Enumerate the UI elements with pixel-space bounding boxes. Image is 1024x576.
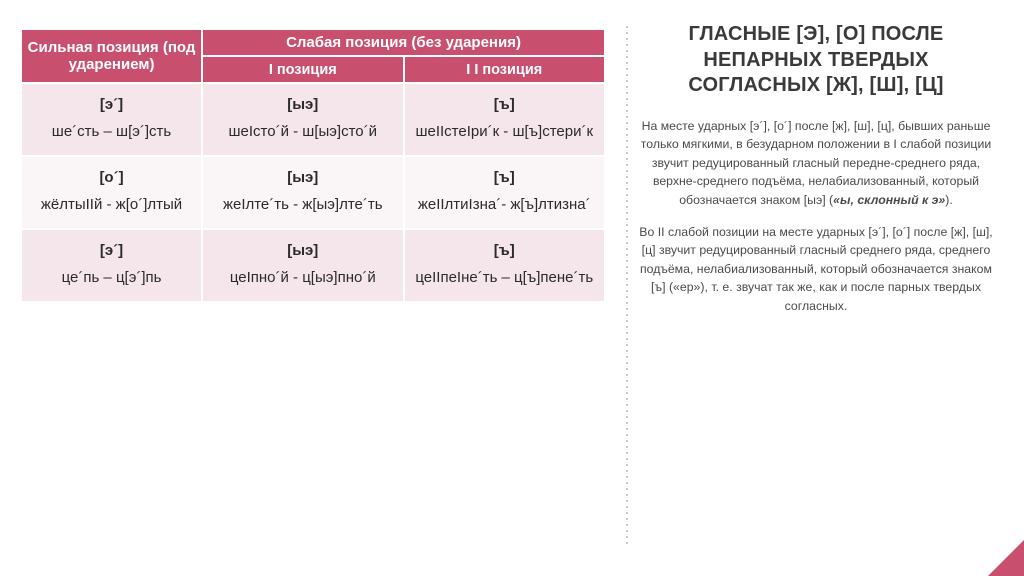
- cell-symbol: [ыэ]: [209, 167, 396, 190]
- cell-symbol: [э´]: [28, 94, 195, 117]
- cell-symbol: [ыэ]: [209, 240, 396, 263]
- cell-text: жёлтыIIй - ж[о´]лтый: [41, 196, 182, 213]
- header-sub-2: I I позиция: [404, 56, 606, 83]
- notes-title: ГЛАСНЫЕ [Э], [О] ПОСЛЕ НЕПАРНЫХ ТВЕРДЫХ …: [638, 22, 994, 99]
- cell-text: це´пь – ц[э´]пь: [62, 269, 162, 286]
- header-sub-1: I позиция: [202, 56, 403, 83]
- corner-accent-icon: [988, 540, 1024, 576]
- header-strong: Сильная позиция (под ударением): [21, 29, 202, 83]
- cell-text: цеIIпеIне´ть – ц[ъ]пене´ть: [415, 269, 593, 286]
- table-row: [э´] ше´сть – ш[э´]сть [ыэ] шеIсто´й - ш[ыэ…: [21, 83, 605, 156]
- table-cell: [ъ] жеIIлтиIзна´- ж[ъ]лтизна´: [404, 156, 606, 229]
- table-panel: Сильная позиция (под ударением) Слабая п…: [0, 0, 620, 576]
- notes-para-2: Во II слабой позиции на месте ударных [э…: [638, 223, 994, 315]
- notes-para-1: На месте ударных [э´], [о´] после [ж], […: [638, 117, 994, 209]
- cell-text: жеIлте´ть - ж[ыэ]лте´ть: [223, 196, 383, 213]
- cell-symbol: [ъ]: [411, 240, 599, 263]
- cell-text: шеIсто´й - ш[ыэ]сто´й: [229, 123, 378, 140]
- table-row: [э´] це´пь – ц[э´]пь [ыэ] цеIпно´й - ц[ыэ]п…: [21, 229, 605, 302]
- cell-text: цеIпно´й - ц[ыэ]пно´й: [230, 269, 376, 286]
- phonetics-table: Сильная позиция (под ударением) Слабая п…: [20, 28, 606, 303]
- cell-symbol: [о´]: [28, 167, 195, 190]
- table-cell: [ъ] цеIIпеIне´ть – ц[ъ]пене´ть: [404, 229, 606, 302]
- header-weak: Слабая позиция (без ударения): [202, 29, 605, 56]
- table-cell: [э´] ше´сть – ш[э´]сть: [21, 83, 202, 156]
- cell-text: шеIIстеIри´к - ш[ъ]стери´к: [415, 123, 593, 140]
- cell-symbol: [ъ]: [411, 167, 599, 190]
- table-cell: [ыэ] шеIсто´й - ш[ыэ]сто´й: [202, 83, 403, 156]
- table-cell: [ъ] шеIIстеIри´к - ш[ъ]стери´к: [404, 83, 606, 156]
- table-cell: [э´] це´пь – ц[э´]пь: [21, 229, 202, 302]
- cell-text: жеIIлтиIзна´- ж[ъ]лтизна´: [418, 196, 591, 213]
- cell-text: ше´сть – ш[э´]сть: [52, 123, 171, 140]
- table-cell: [ыэ] цеIпно´й - ц[ыэ]пно´й: [202, 229, 403, 302]
- cell-symbol: [ъ]: [411, 94, 599, 117]
- table-cell: [ыэ] жеIлте´ть - ж[ыэ]лте´ть: [202, 156, 403, 229]
- cell-symbol: [ыэ]: [209, 94, 396, 117]
- table-cell: [о´] жёлтыIIй - ж[о´]лтый: [21, 156, 202, 229]
- notes-panel: ГЛАСНЫЕ [Э], [О] ПОСЛЕ НЕПАРНЫХ ТВЕРДЫХ …: [620, 0, 1024, 576]
- table-row: [о´] жёлтыIIй - ж[о´]лтый [ыэ] жеIлте´ть - …: [21, 156, 605, 229]
- cell-symbol: [э´]: [28, 240, 195, 263]
